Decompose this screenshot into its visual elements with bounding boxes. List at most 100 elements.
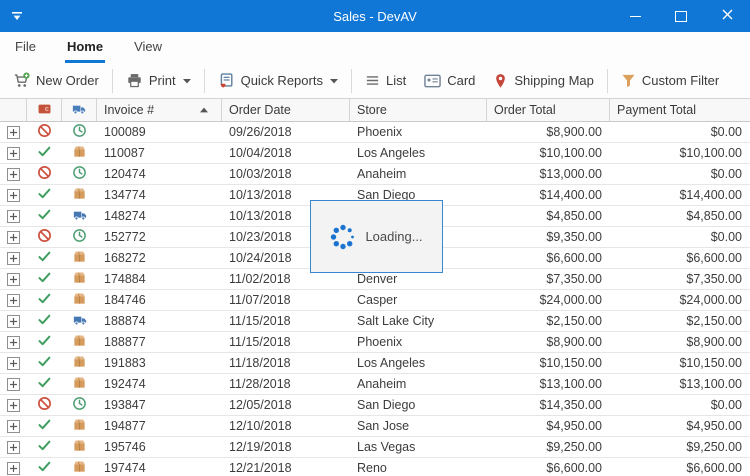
loading-spinner-icon — [330, 224, 356, 250]
payment-total-cell: $0.00 — [610, 227, 750, 247]
table-row[interactable]: 191883 11/18/2018 Los Angeles $10,150.00… — [0, 353, 750, 374]
store-cell: Reno — [350, 458, 487, 476]
check-icon — [37, 375, 52, 393]
payment-total-column-header[interactable]: Payment Total — [610, 99, 750, 121]
truck-icon — [72, 208, 88, 225]
table-row[interactable]: 184746 11/07/2018 Casper $24,000.00 $24,… — [0, 290, 750, 311]
shipping-status-cell — [62, 332, 97, 352]
tab-view[interactable]: View — [132, 32, 164, 63]
order-total-cell: $14,350.00 — [487, 395, 610, 415]
check-icon — [37, 249, 52, 267]
box-icon — [72, 459, 87, 476]
expand-cell — [0, 122, 27, 142]
table-row[interactable]: 197474 12/21/2018 Reno $6,600.00 $6,600.… — [0, 458, 750, 476]
box-icon — [72, 354, 87, 372]
order-total-cell: $14,400.00 — [487, 185, 610, 205]
expand-button[interactable] — [7, 252, 20, 265]
quick-reports-button[interactable]: Quick Reports — [209, 67, 347, 95]
box-icon — [72, 375, 87, 393]
expand-button[interactable] — [7, 441, 20, 454]
list-view-button[interactable]: List — [356, 67, 415, 95]
expand-button[interactable] — [7, 462, 20, 475]
tab-home[interactable]: Home — [65, 32, 105, 63]
invoice-cell: 100089 — [97, 122, 222, 142]
expand-button[interactable] — [7, 147, 20, 160]
payment-status-cell — [27, 269, 62, 289]
table-row[interactable]: 110087 10/04/2018 Los Angeles $10,100.00… — [0, 143, 750, 164]
expand-button[interactable] — [7, 336, 20, 349]
expand-button[interactable] — [7, 357, 20, 370]
shipping-status-cell — [62, 311, 97, 331]
box-icon — [72, 333, 87, 351]
invoice-cell: 194877 — [97, 416, 222, 436]
box-icon — [72, 417, 87, 435]
expand-button[interactable] — [7, 273, 20, 286]
box-icon — [72, 186, 87, 204]
store-cell: Phoenix — [350, 122, 487, 142]
table-row[interactable]: 188874 11/15/2018 Salt Lake City $2,150.… — [0, 311, 750, 332]
maximize-button[interactable] — [658, 0, 704, 32]
order-total-cell: $10,150.00 — [487, 353, 610, 373]
invoice-column-header[interactable]: Invoice # — [97, 99, 222, 121]
expand-button[interactable] — [7, 126, 20, 139]
table-row[interactable]: 194877 12/10/2018 San Jose $4,950.00 $4,… — [0, 416, 750, 437]
payment-status-cell — [27, 122, 62, 142]
table-row[interactable]: 120474 10/03/2018 Anaheim $13,000.00 $0.… — [0, 164, 750, 185]
print-button[interactable]: Print — [117, 67, 200, 95]
tab-file[interactable]: File — [13, 32, 38, 63]
check-icon — [37, 438, 52, 456]
table-row[interactable]: 193847 12/05/2018 San Diego $14,350.00 $… — [0, 395, 750, 416]
order-total-column-header[interactable]: Order Total — [487, 99, 610, 121]
expand-column-header[interactable] — [0, 99, 27, 121]
invoice-cell: 191883 — [97, 353, 222, 373]
store-cell: Los Angeles — [350, 143, 487, 163]
minimize-button[interactable] — [612, 0, 658, 32]
order-date-column-header[interactable]: Order Date — [222, 99, 350, 121]
order-total-cell: $9,250.00 — [487, 437, 610, 457]
order-total-cell: $24,000.00 — [487, 290, 610, 310]
payment-total-cell: $24,000.00 — [610, 290, 750, 310]
quick-access-dropdown-icon[interactable] — [0, 11, 34, 21]
expand-button[interactable] — [7, 210, 20, 223]
new-order-button[interactable]: New Order — [4, 67, 108, 95]
expand-button[interactable] — [7, 315, 20, 328]
store-cell: Los Angeles — [350, 353, 487, 373]
table-row[interactable]: 188877 11/15/2018 Phoenix $8,900.00 $8,9… — [0, 332, 750, 353]
order-date-cell: 11/15/2018 — [222, 332, 350, 352]
order-total-cell: $13,000.00 — [487, 164, 610, 184]
payment-status-column-header[interactable] — [27, 99, 62, 121]
payment-total-column-label: Payment Total — [617, 103, 696, 117]
payment-status-cell — [27, 248, 62, 268]
store-column-header[interactable]: Store — [350, 99, 487, 121]
shipping-status-cell — [62, 248, 97, 268]
expand-button[interactable] — [7, 231, 20, 244]
expand-button[interactable] — [7, 168, 20, 181]
expand-button[interactable] — [7, 294, 20, 307]
clock-icon — [72, 123, 87, 141]
titlebar: Sales - DevAV — [0, 0, 750, 32]
order-total-cell: $8,900.00 — [487, 332, 610, 352]
payment-status-cell — [27, 143, 62, 163]
payment-total-cell: $6,600.00 — [610, 248, 750, 268]
cart-plus-icon — [13, 72, 30, 89]
print-label: Print — [149, 73, 176, 88]
shipping-status-column-header[interactable] — [62, 99, 97, 121]
payment-total-cell: $2,150.00 — [610, 311, 750, 331]
table-row[interactable]: 100089 09/26/2018 Phoenix $8,900.00 $0.0… — [0, 122, 750, 143]
shipping-status-cell — [62, 269, 97, 289]
card-view-button[interactable]: Card — [415, 67, 484, 95]
store-cell: Anaheim — [350, 164, 487, 184]
table-row[interactable]: 195746 12/19/2018 Las Vegas $9,250.00 $9… — [0, 437, 750, 458]
expand-button[interactable] — [7, 399, 20, 412]
expand-button[interactable] — [7, 420, 20, 433]
check-icon — [37, 270, 52, 288]
shipping-map-button[interactable]: Shipping Map — [484, 67, 603, 95]
close-button[interactable] — [704, 0, 750, 32]
expand-button[interactable] — [7, 378, 20, 391]
order-date-cell: 12/05/2018 — [222, 395, 350, 415]
custom-filter-button[interactable]: Custom Filter — [612, 67, 728, 95]
table-row[interactable]: 192474 11/28/2018 Anaheim $13,100.00 $13… — [0, 374, 750, 395]
payment-status-cell — [27, 458, 62, 476]
close-icon — [722, 7, 733, 25]
expand-button[interactable] — [7, 189, 20, 202]
